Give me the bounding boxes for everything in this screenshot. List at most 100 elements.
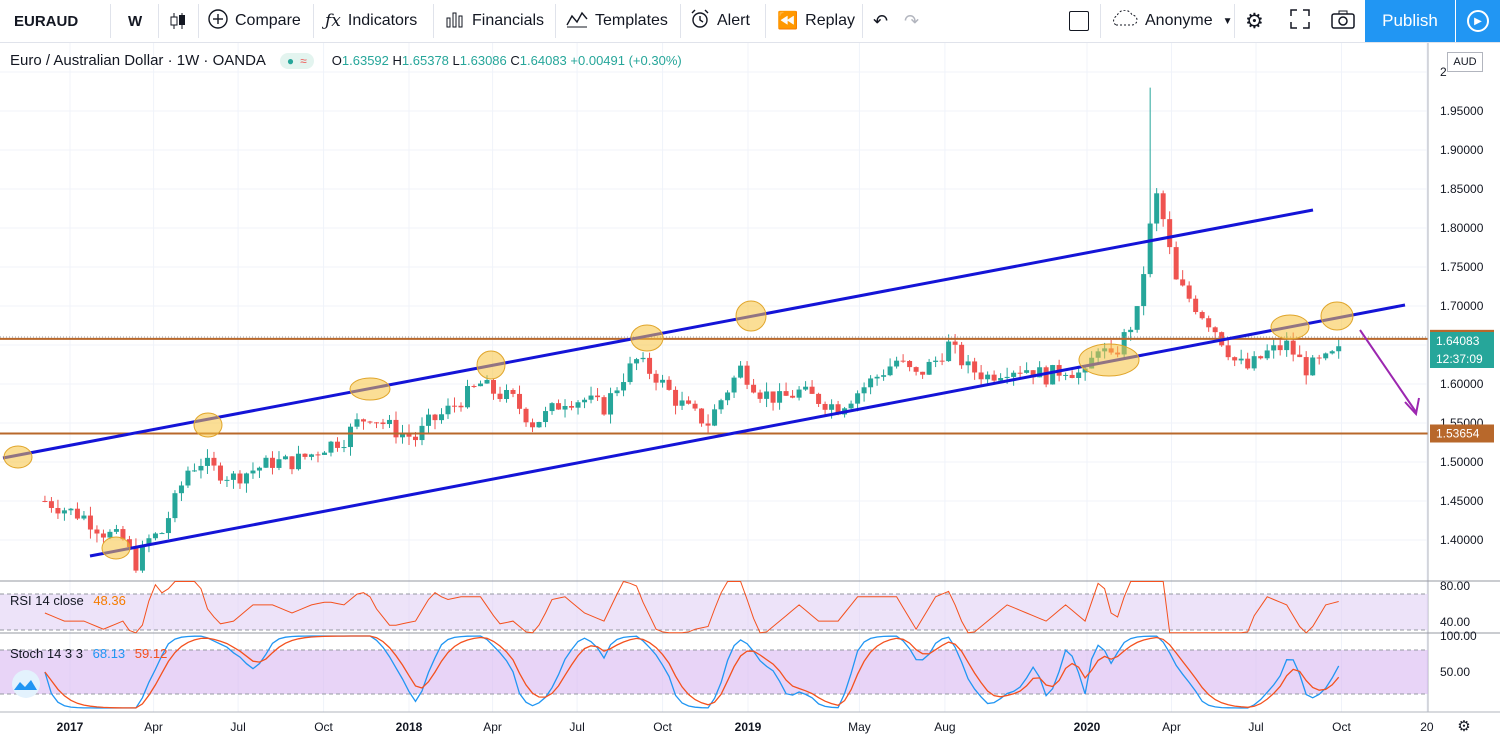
indicators-button[interactable]: ƒx Indicators bbox=[325, 0, 417, 42]
candle-body bbox=[1037, 367, 1043, 378]
fullscreen-layout-button[interactable] bbox=[1069, 0, 1089, 42]
financials-button[interactable]: Financials bbox=[445, 0, 544, 42]
candle-body bbox=[868, 378, 874, 388]
candle-body bbox=[939, 360, 945, 362]
candle-body bbox=[230, 473, 236, 480]
play-icon: ▶ bbox=[1467, 10, 1489, 32]
x-tick-label: May bbox=[848, 720, 871, 734]
candle-body bbox=[1069, 374, 1075, 378]
candle-body bbox=[87, 515, 93, 530]
market-status-badge[interactable]: ● ≈ bbox=[279, 52, 314, 69]
candle-body bbox=[1121, 332, 1127, 355]
candle-body bbox=[770, 391, 776, 403]
undo-button[interactable]: ↶ bbox=[873, 0, 888, 42]
candle-body bbox=[94, 529, 100, 534]
chevron-down-icon: ▼ bbox=[1222, 15, 1233, 27]
main-pane-bg bbox=[0, 43, 1428, 580]
candle-body bbox=[465, 385, 471, 408]
drawings bbox=[0, 208, 1428, 560]
function-icon: ƒx bbox=[325, 11, 341, 31]
alert-button[interactable]: Alert bbox=[690, 0, 750, 42]
bar-chart-icon bbox=[445, 10, 465, 33]
down-arrow-shaft bbox=[1359, 329, 1417, 413]
candle-body bbox=[360, 419, 366, 422]
candle-body bbox=[1310, 357, 1316, 376]
candle-body bbox=[126, 539, 132, 548]
candle-body bbox=[777, 391, 783, 403]
candle-body bbox=[790, 395, 796, 398]
touch-highlight bbox=[101, 536, 131, 560]
rsi-tick-label: 80.00 bbox=[1440, 579, 1470, 593]
candle-body bbox=[367, 421, 373, 423]
camera-icon bbox=[1331, 9, 1355, 34]
x-tick-label: Oct bbox=[1332, 720, 1351, 734]
candle-body bbox=[1147, 223, 1153, 275]
candle-body bbox=[627, 363, 633, 383]
candle-body bbox=[1245, 358, 1251, 369]
candle-body bbox=[484, 380, 490, 384]
candle-body bbox=[660, 379, 666, 383]
x-tick-label: Jul bbox=[1248, 720, 1263, 734]
x-tick-label: Oct bbox=[653, 720, 672, 734]
candle-body bbox=[595, 395, 601, 398]
price-grid bbox=[0, 43, 1428, 712]
candle-body bbox=[445, 405, 451, 415]
layout-account-button[interactable]: Anonyme ▼ bbox=[1110, 0, 1233, 42]
snapshot-button[interactable] bbox=[1331, 0, 1355, 42]
interval-selector[interactable]: W bbox=[128, 12, 143, 30]
candle-body bbox=[764, 391, 770, 399]
symbol-legend: Euro / Australian Dollar · 1W · OANDA ● ≈… bbox=[10, 52, 682, 69]
y-tick-label: 1.95000 bbox=[1440, 104, 1484, 118]
candle-body bbox=[133, 547, 139, 571]
top-toolbar: EURAUD W Compare ƒx Indicators Financial… bbox=[0, 0, 1500, 43]
touch-highlight bbox=[193, 412, 223, 438]
candle-body bbox=[282, 456, 288, 460]
change-value: +0.00491 (+0.30%) bbox=[570, 53, 682, 68]
candle-body bbox=[1017, 372, 1023, 374]
stoch-k-value: 68.13 bbox=[92, 646, 126, 661]
close-value: 1.64083 bbox=[519, 53, 567, 68]
play-button[interactable]: ▶ bbox=[1456, 0, 1500, 42]
candle-body bbox=[1180, 279, 1186, 286]
y-tick-label: 1.80000 bbox=[1440, 221, 1484, 235]
candle-body bbox=[614, 390, 620, 394]
x-tick-label: 2020 bbox=[1074, 720, 1101, 734]
candle-body bbox=[152, 533, 158, 539]
touch-highlight bbox=[1078, 343, 1140, 377]
channel-lower-line bbox=[89, 303, 1406, 558]
x-tick-label: Jul bbox=[569, 720, 584, 734]
x-tick-label: 2019 bbox=[735, 720, 762, 734]
candle-body bbox=[1232, 357, 1238, 361]
lower-level-label-bg bbox=[1430, 424, 1494, 443]
candle-body bbox=[1167, 219, 1173, 248]
candle-body bbox=[556, 403, 562, 410]
candle-body bbox=[640, 357, 646, 360]
redo-button[interactable]: ↷ bbox=[904, 0, 919, 42]
publish-button[interactable]: Publish bbox=[1365, 0, 1455, 42]
stoch-d-value: 59.12 bbox=[134, 646, 168, 661]
templates-button[interactable]: Templates bbox=[566, 0, 668, 42]
templates-label: Templates bbox=[595, 12, 668, 29]
candle-body bbox=[510, 390, 516, 394]
candle-body bbox=[334, 441, 340, 448]
candle-body bbox=[543, 411, 549, 423]
currency-label[interactable]: AUD bbox=[1447, 52, 1483, 72]
candle-body bbox=[1297, 354, 1303, 358]
candle-body bbox=[1024, 370, 1030, 373]
candle-body bbox=[471, 385, 477, 387]
settings-button[interactable]: ⚙ bbox=[1245, 0, 1264, 42]
x-tick-label: Apr bbox=[144, 720, 163, 734]
replay-button[interactable]: ⏪ Replay bbox=[777, 0, 855, 42]
symbol-search[interactable]: EURAUD bbox=[14, 12, 79, 30]
rsi-label: RSI 14 close bbox=[10, 593, 84, 608]
candle-body bbox=[146, 538, 152, 546]
candle-body bbox=[269, 457, 275, 468]
candle-body bbox=[426, 414, 432, 426]
compare-button[interactable]: Compare bbox=[208, 0, 301, 42]
candle-body bbox=[237, 473, 243, 484]
candle-body bbox=[835, 404, 841, 415]
candle-body bbox=[289, 456, 295, 470]
chart-style-button[interactable] bbox=[169, 0, 187, 42]
fullscreen-button[interactable] bbox=[1290, 0, 1310, 42]
